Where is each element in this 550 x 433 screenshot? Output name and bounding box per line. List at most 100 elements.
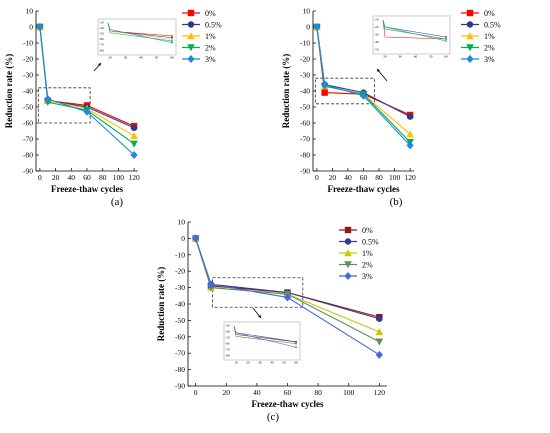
inset-x-tick-label: 20 (246, 361, 250, 365)
inset-y-tick-label: -80 (99, 48, 104, 52)
legend-marker (466, 32, 474, 40)
legend-label: 0% (205, 9, 216, 18)
x-tick-label: 20 (52, 173, 60, 182)
x-tick-label: 80 (375, 173, 383, 182)
inset-data-point-2% (171, 40, 173, 42)
y-tick-label: -90 (175, 382, 185, 391)
legend-label: 1% (362, 249, 373, 258)
series-line-3% (39, 26, 135, 156)
x-tick-label: 100 (343, 388, 355, 397)
inset-series-line-0% (382, 19, 447, 40)
inset-data-point-0% (171, 35, 173, 37)
zoom-arrow-head (258, 314, 261, 318)
x-axis-title: Freeze-thaw cycles (51, 184, 124, 194)
y-tick-label: 10 (303, 7, 311, 16)
inset-data-point-3% (295, 346, 297, 349)
inset-x-tick-label: 40 (270, 361, 274, 365)
inset-y-tick-label: -70 (225, 347, 230, 351)
zoom-box (212, 277, 304, 308)
inset-x-tick-label: 10 (234, 361, 238, 365)
inset-x-tick-label: 30 (124, 56, 128, 60)
data-point-3% (130, 151, 138, 159)
data-point-1% (130, 132, 138, 139)
y-tick-label: -70 (23, 135, 33, 144)
inset-y-tick-label: -30 (225, 323, 230, 327)
inset-y-tick-label: -50 (225, 335, 230, 339)
data-point-0.5% (376, 315, 383, 322)
panel-label: (a) (111, 196, 124, 208)
legend-marker (466, 9, 474, 17)
legend-label: 0.5% (484, 21, 501, 30)
data-point-3% (192, 234, 200, 243)
y-tick-label: -20 (175, 267, 185, 276)
y-tick-label: -10 (300, 39, 310, 48)
zoom-box (314, 77, 375, 105)
inset-series-line-3% (233, 325, 297, 348)
inset-x-tick-label: 40 (139, 56, 143, 60)
y-tick-label: -70 (175, 349, 185, 358)
inset-y-tick-label: -10 (374, 17, 379, 21)
x-tick-label: 120 (404, 173, 416, 182)
legend-marker (187, 44, 195, 52)
inset-y-tick-label: -80 (225, 353, 230, 357)
inset-frame (372, 15, 451, 55)
legend-marker (187, 9, 195, 17)
legend-label: 1% (484, 32, 495, 41)
x-tick-label: 60 (360, 173, 368, 182)
inset-data-point-1% (171, 38, 173, 41)
y-tick-label: -10 (23, 39, 33, 48)
inset-x-tick-label: 50 (155, 56, 159, 60)
inset-y-tick-label: -60 (99, 37, 104, 41)
y-tick-label: -20 (23, 55, 33, 64)
inset-x-tick-label: 20 (383, 55, 387, 59)
y-tick-label: -30 (300, 71, 310, 80)
y-tick-label: -30 (175, 283, 185, 292)
x-tick-label: 80 (314, 388, 322, 397)
x-tick-label: 120 (374, 388, 386, 397)
inset-data-point-2% (445, 38, 447, 40)
inset-y-tick-label: -60 (225, 341, 230, 345)
data-point-0.5% (130, 124, 138, 131)
panel-c: 100-10-20-30-40-50-60-70-80-900 20 40 60 80 1… (156, 218, 387, 423)
inset-data-point-3% (171, 41, 173, 44)
inset-x-tick-label: 60 (444, 55, 448, 59)
inset-x-tick-label: 60 (294, 361, 298, 365)
legend-marker (344, 249, 352, 257)
y-tick-label: -90 (23, 167, 33, 176)
y-tick-label: 10 (178, 218, 186, 227)
legend-label: 2% (205, 44, 216, 53)
legend-label: 2% (362, 261, 373, 270)
zoom-arrow-head (377, 69, 380, 73)
x-tick-label: 40 (253, 388, 261, 397)
data-point-3% (36, 23, 44, 31)
legend-marker (187, 32, 195, 40)
y-tick-label: -10 (175, 250, 185, 259)
y-tick-label: -60 (23, 119, 33, 128)
legend-marker (187, 55, 195, 63)
data-point-3% (375, 350, 383, 359)
legend-label: 3% (484, 55, 495, 64)
y-tick-label: 10 (26, 7, 34, 16)
inset-x-tick-label: 30 (399, 55, 403, 59)
legend-marker (344, 261, 352, 269)
panel-label: (c) (267, 411, 280, 423)
data-point-3% (313, 23, 321, 31)
data-point-1% (406, 130, 414, 138)
y-axis-title: Reduction rate (%) (281, 54, 291, 128)
y-tick-label: 0 (181, 234, 185, 243)
legend-marker (466, 21, 474, 28)
legend-marker (344, 272, 352, 280)
legend-label: 0% (484, 9, 495, 18)
x-tick-label: 100 (389, 173, 401, 182)
series-line-3% (316, 26, 411, 146)
data-point-3% (406, 141, 414, 150)
inset-x-tick-label: 50 (282, 361, 286, 365)
x-tick-label: 60 (83, 173, 91, 182)
y-tick-label: -50 (175, 316, 185, 325)
legend-label: 3% (205, 55, 216, 64)
inset-y-tick-label: -70 (99, 43, 104, 47)
data-point-3% (359, 91, 368, 100)
inset-data-point-3% (445, 40, 447, 42)
y-tick-label: -30 (23, 71, 33, 80)
y-tick-label: -40 (23, 87, 33, 96)
